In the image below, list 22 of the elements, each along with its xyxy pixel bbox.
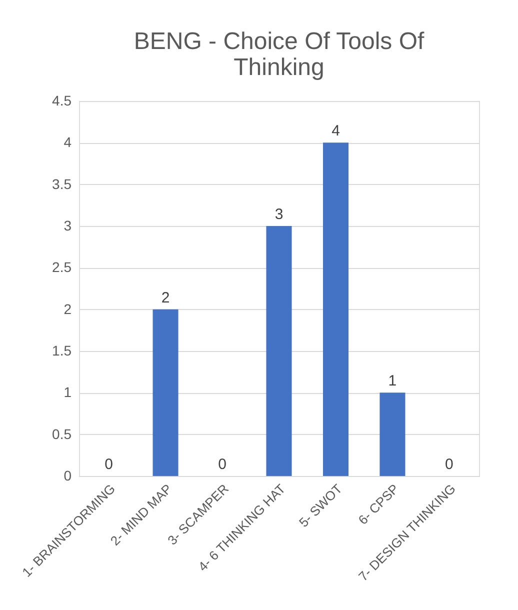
- data-label: 0: [218, 456, 226, 473]
- y-tick-label: 4: [64, 134, 72, 150]
- y-tick-label: 2.5: [52, 259, 72, 276]
- data-label: 2: [161, 289, 170, 306]
- y-tick-label: 0: [64, 468, 72, 484]
- y-tick-label: 3.5: [52, 176, 72, 192]
- bar: [380, 392, 406, 476]
- y-tick-label: 2: [64, 300, 72, 317]
- data-label: 3: [274, 206, 284, 223]
- chart-title: BENG - Choice Of Tools Of Thinking: [134, 28, 424, 81]
- data-label: 0: [445, 456, 454, 473]
- bar: [322, 142, 349, 476]
- data-label: 4: [332, 122, 340, 140]
- y-tick-label: 1.5: [52, 342, 72, 358]
- y-tick-label: 1: [64, 384, 72, 400]
- bar: [266, 226, 292, 476]
- y-tick-label: 0.5: [52, 426, 72, 442]
- bar: [152, 309, 178, 476]
- data-label: 0: [104, 456, 113, 473]
- y-tick-label: 4.5: [52, 92, 72, 108]
- data-label: 1: [388, 372, 397, 390]
- y-tick-label: 3: [64, 218, 72, 234]
